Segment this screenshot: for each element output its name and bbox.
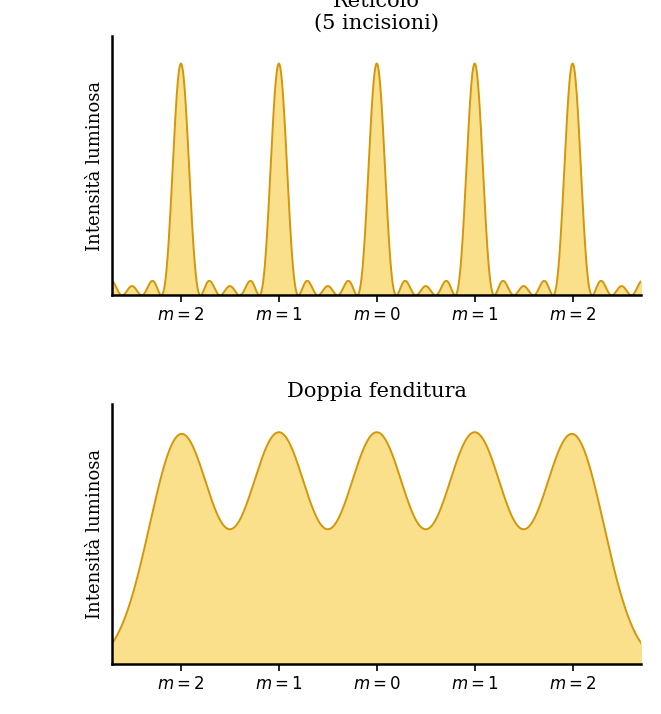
- Title: Doppia fenditura: Doppia fenditura: [287, 383, 467, 401]
- Y-axis label: Intensità luminosa: Intensità luminosa: [86, 81, 104, 251]
- Y-axis label: Intensità luminosa: Intensità luminosa: [86, 449, 104, 619]
- Title: Reticolo
(5 incisioni): Reticolo (5 incisioni): [314, 0, 440, 33]
